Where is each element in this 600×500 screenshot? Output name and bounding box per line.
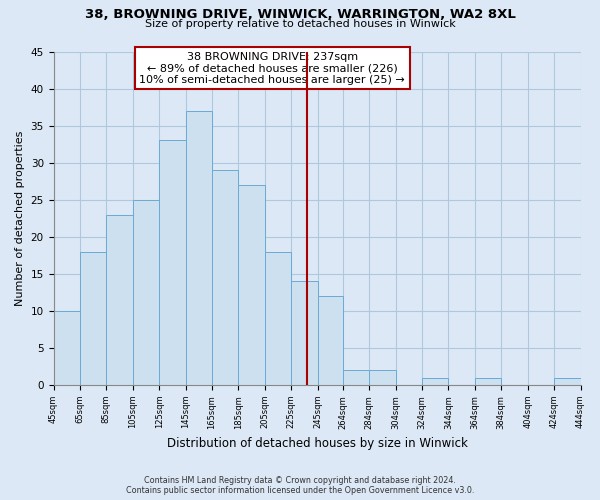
Bar	[53, 311, 80, 385]
Bar	[238, 185, 265, 385]
Bar	[106, 214, 133, 385]
Text: Contains HM Land Registry data © Crown copyright and database right 2024.
Contai: Contains HM Land Registry data © Crown c…	[126, 476, 474, 495]
Bar	[133, 200, 159, 385]
Bar	[265, 252, 291, 385]
Bar	[554, 378, 581, 385]
Bar	[212, 170, 238, 385]
Bar	[185, 111, 212, 385]
Bar	[422, 378, 448, 385]
Bar	[159, 140, 185, 385]
Text: Size of property relative to detached houses in Winwick: Size of property relative to detached ho…	[145, 19, 455, 29]
Text: 38 BROWNING DRIVE: 237sqm
← 89% of detached houses are smaller (226)
10% of semi: 38 BROWNING DRIVE: 237sqm ← 89% of detac…	[139, 52, 405, 84]
Bar	[80, 252, 106, 385]
X-axis label: Distribution of detached houses by size in Winwick: Distribution of detached houses by size …	[167, 437, 467, 450]
Y-axis label: Number of detached properties: Number of detached properties	[15, 130, 25, 306]
Bar	[369, 370, 395, 385]
Bar	[343, 370, 369, 385]
Bar	[475, 378, 501, 385]
Bar	[291, 282, 317, 385]
Text: 38, BROWNING DRIVE, WINWICK, WARRINGTON, WA2 8XL: 38, BROWNING DRIVE, WINWICK, WARRINGTON,…	[85, 8, 515, 20]
Bar	[317, 296, 343, 385]
